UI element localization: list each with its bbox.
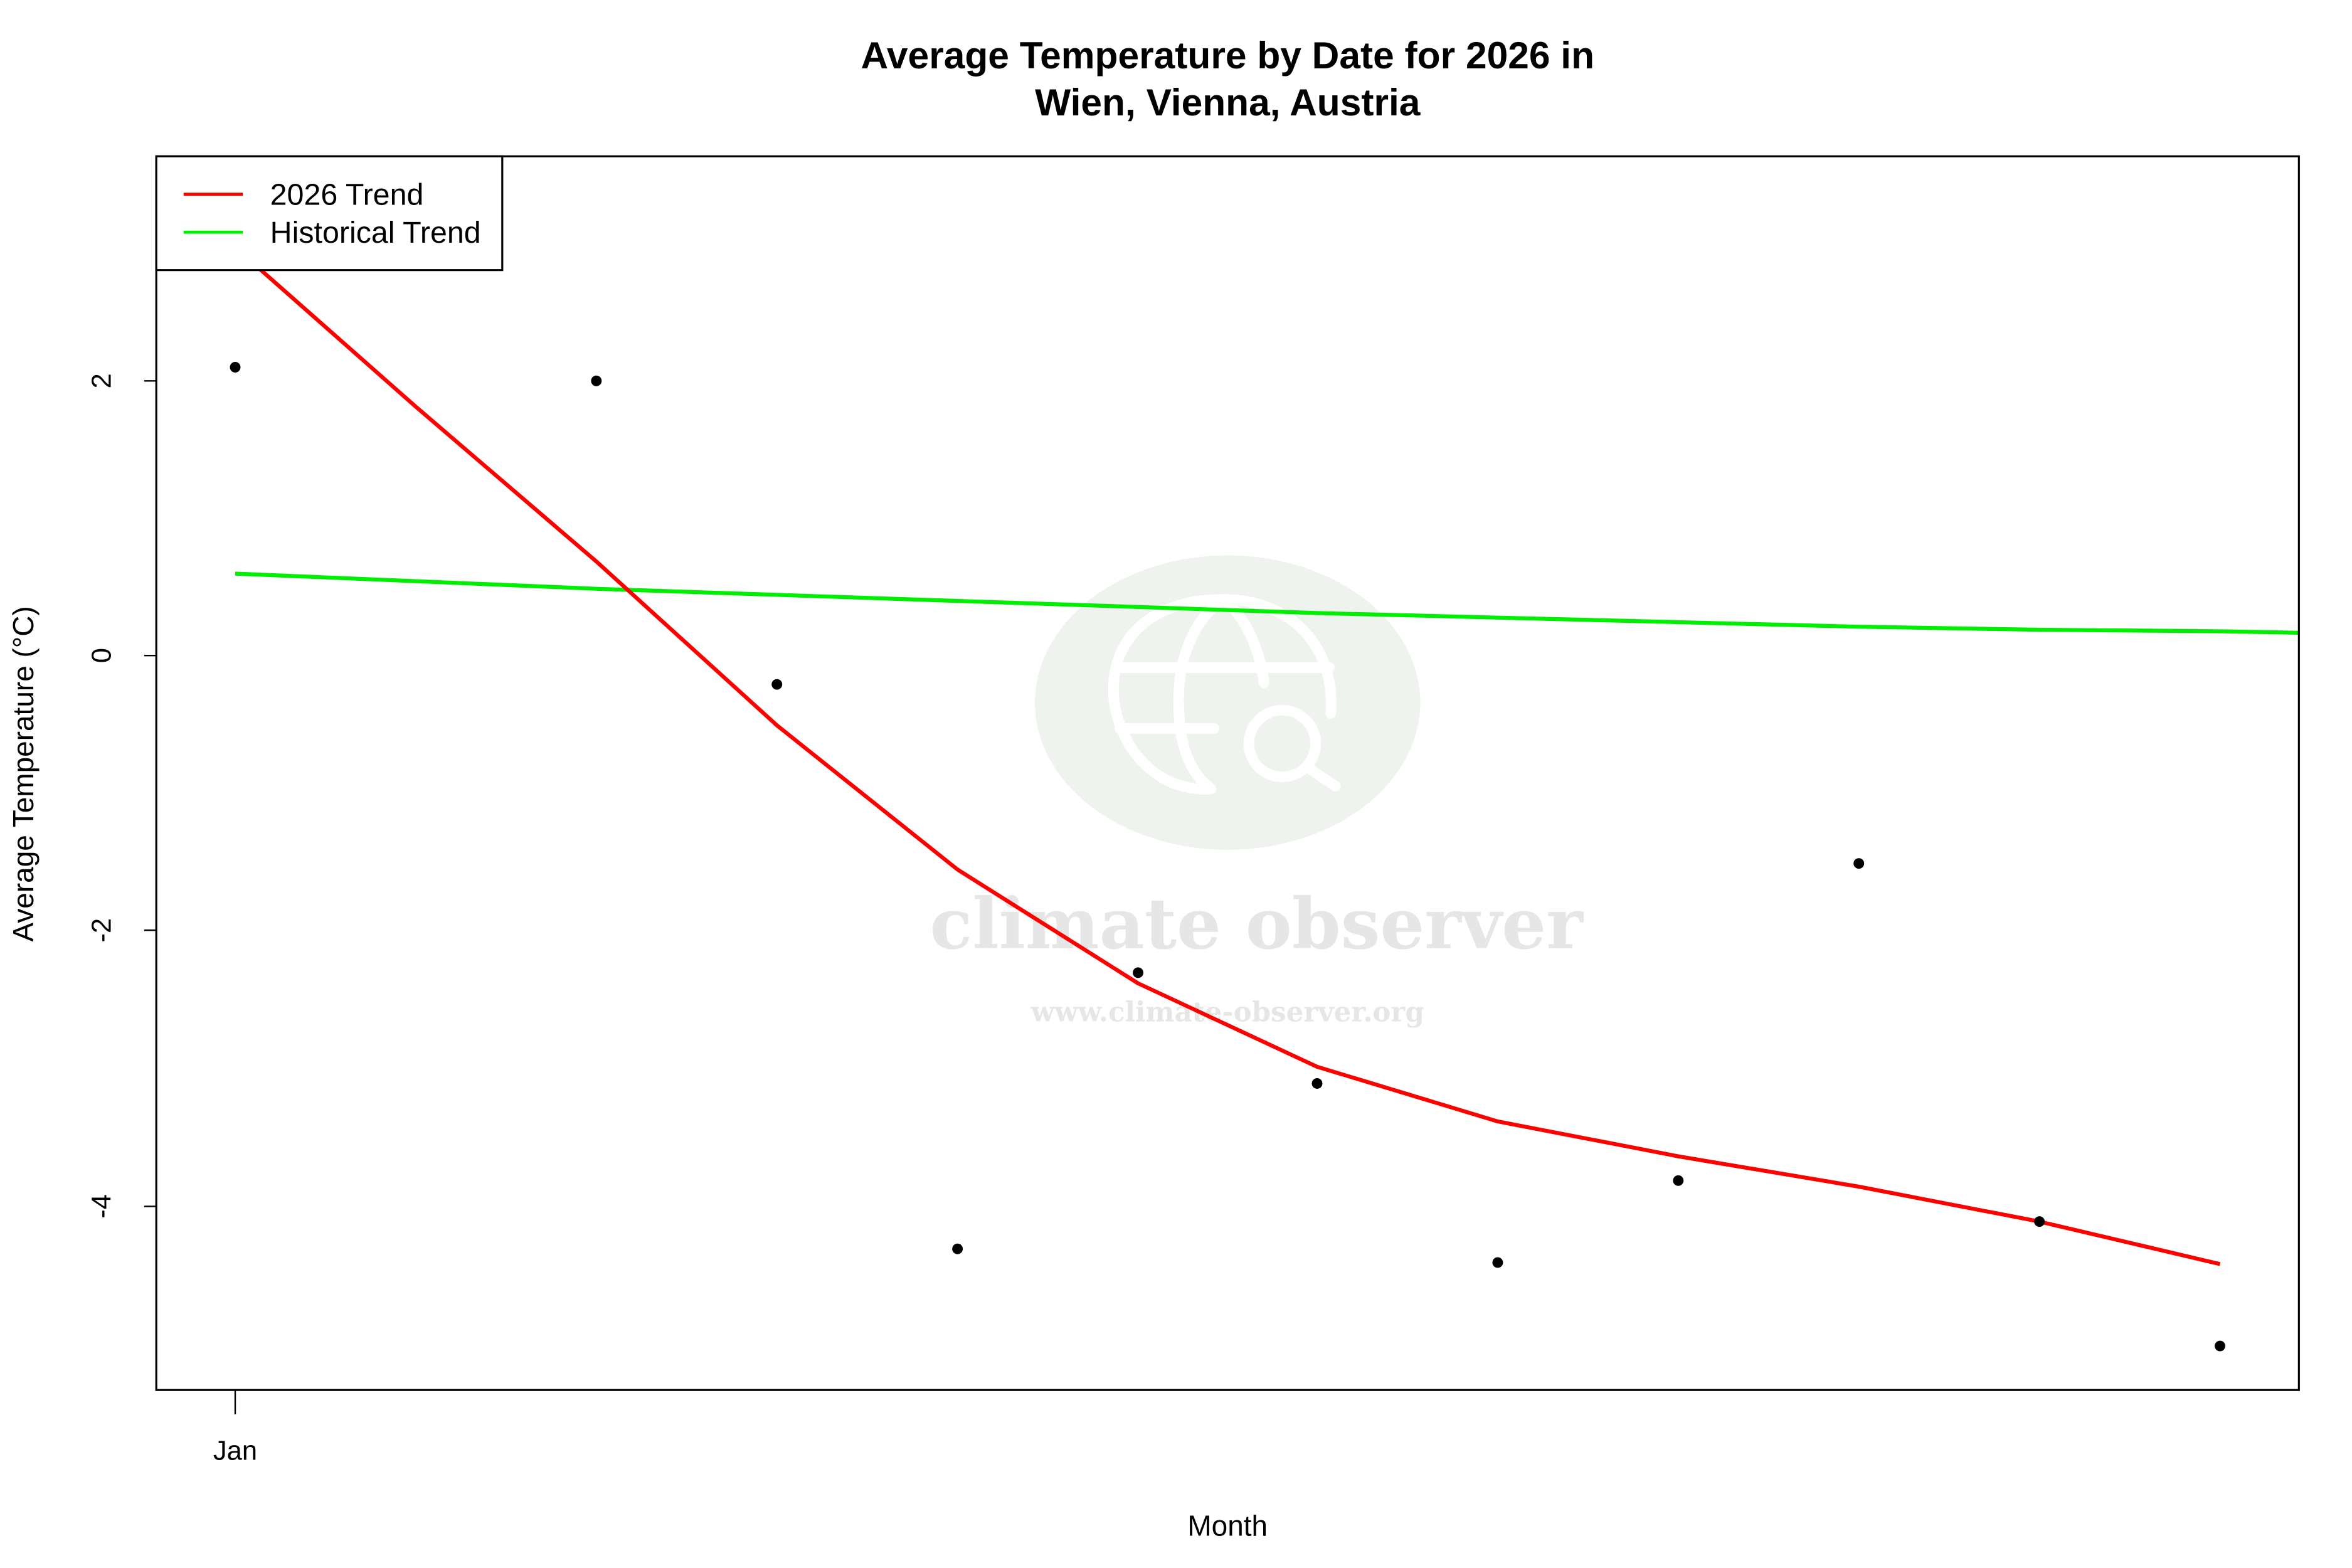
watermark-name: climate observer bbox=[930, 884, 1584, 965]
y-tick-0: 0 bbox=[87, 648, 117, 663]
y-tick-minus-2: -2 bbox=[87, 918, 117, 943]
trend-2026-line bbox=[233, 246, 2221, 1266]
data-point bbox=[771, 679, 783, 690]
legend-label-historical: Historical Trend bbox=[270, 216, 481, 250]
observation-points bbox=[230, 362, 2225, 1352]
data-point bbox=[2215, 1340, 2225, 1352]
chart-title: Average Temperature by Date for 2026 in bbox=[861, 34, 1594, 77]
y-tick-minus-4: -4 bbox=[87, 1194, 117, 1219]
globe-search-icon bbox=[1108, 594, 1341, 795]
data-point bbox=[1853, 858, 1865, 869]
historical-trend-line bbox=[235, 571, 2299, 635]
data-point bbox=[952, 1243, 963, 1254]
data-point bbox=[1492, 1257, 1503, 1268]
plot-area bbox=[155, 155, 2300, 1391]
data-point bbox=[1311, 1078, 1323, 1089]
data-point bbox=[230, 362, 241, 373]
data-point bbox=[1133, 967, 1143, 978]
data-point bbox=[2034, 1216, 2045, 1227]
watermark: climate observer www.climate-observer.or… bbox=[930, 555, 1584, 1028]
y-axis-label: Average Temperature (°C) bbox=[7, 606, 40, 941]
legend-label-2026: 2026 Trend bbox=[270, 178, 424, 212]
data-point bbox=[591, 375, 602, 386]
x-axis-label: Month bbox=[1187, 1509, 1268, 1542]
x-tick-label-jan: Jan bbox=[213, 1436, 257, 1466]
legend-box bbox=[155, 155, 504, 272]
y-axis bbox=[144, 380, 157, 1207]
data-point bbox=[1673, 1175, 1684, 1186]
y-tick-2: 2 bbox=[87, 373, 117, 388]
legend: 2026 Trend Historical Trend bbox=[155, 155, 504, 272]
chart-subtitle: Wien, Vienna, Austria bbox=[1035, 81, 1421, 124]
